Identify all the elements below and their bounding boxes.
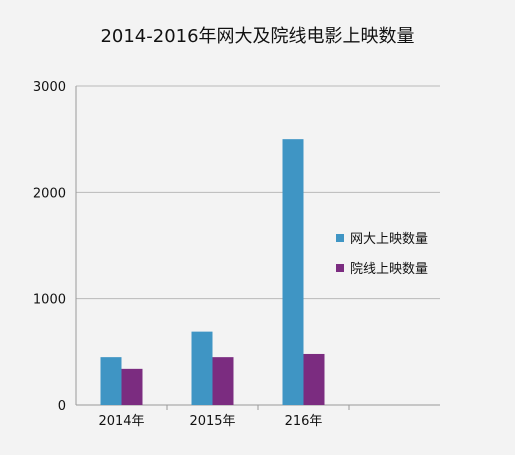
x-tick-label: 2015年 xyxy=(189,414,235,429)
bar-online-films xyxy=(191,331,213,405)
legend: 网大上映数量 院线上映数量 xyxy=(336,228,428,288)
legend-item-theatrical-films: 院线上映数量 xyxy=(336,258,428,277)
legend-label-online-films: 网大上映数量 xyxy=(350,232,429,247)
y-tick-label: 1000 xyxy=(33,293,66,308)
x-tick-label: 216年 xyxy=(285,414,323,429)
legend-swatch-theatrical-films xyxy=(336,263,344,272)
y-tick-label: 0 xyxy=(58,399,66,414)
bar-theatrical-films xyxy=(212,357,234,405)
bar-theatrical-films xyxy=(303,353,325,405)
legend-swatch-online-films xyxy=(336,233,344,242)
legend-item-online-films: 网大上映数量 xyxy=(336,228,428,247)
bar-online-films xyxy=(282,139,304,405)
bar-online-films xyxy=(100,357,122,405)
chart-title: 2014-2016年网大及院线电影上映数量 xyxy=(100,26,415,47)
y-tick-label: 3000 xyxy=(33,80,66,95)
bar-theatrical-films xyxy=(121,368,143,405)
legend-label-theatrical-films: 院线上映数量 xyxy=(350,262,429,277)
y-tick-label: 2000 xyxy=(33,186,66,201)
x-tick-label: 2014年 xyxy=(98,414,144,429)
